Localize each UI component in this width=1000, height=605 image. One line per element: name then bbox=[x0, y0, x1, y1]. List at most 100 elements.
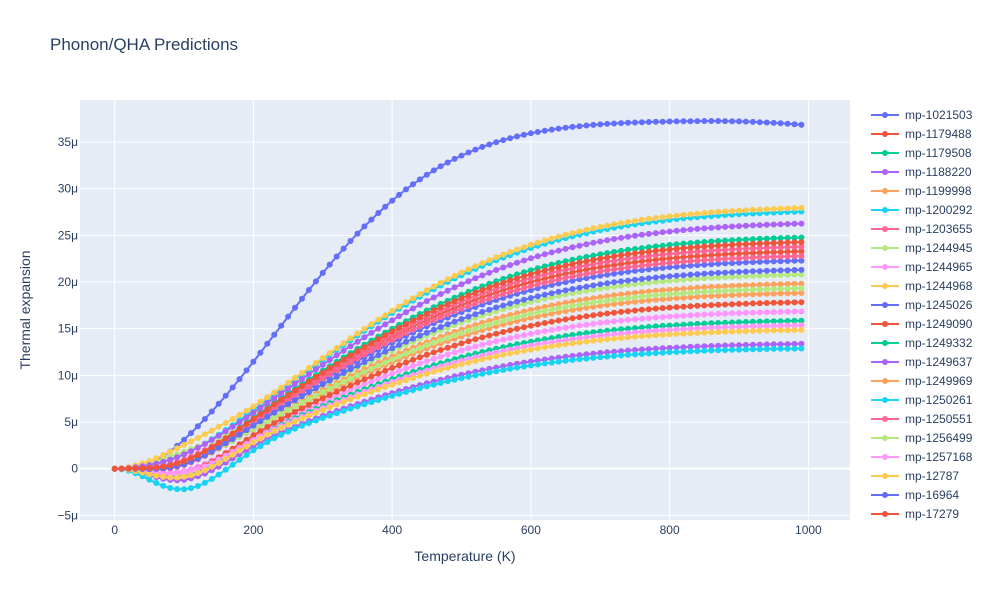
data-point bbox=[527, 241, 534, 248]
data-point bbox=[736, 223, 742, 230]
legend-item[interactable]: mp-1257168 bbox=[871, 450, 973, 464]
data-point bbox=[791, 234, 798, 241]
data-point bbox=[777, 249, 784, 255]
data-point bbox=[798, 280, 805, 287]
data-point bbox=[181, 473, 188, 480]
data-point bbox=[437, 163, 444, 170]
data-point bbox=[784, 290, 791, 297]
x-tick-label: 1000 bbox=[795, 523, 822, 537]
data-point bbox=[347, 405, 354, 412]
data-point bbox=[618, 282, 625, 289]
data-point bbox=[583, 258, 590, 265]
data-point bbox=[548, 355, 555, 362]
data-point bbox=[645, 332, 652, 339]
legend-item[interactable]: mp-1250261 bbox=[871, 393, 973, 407]
data-point bbox=[305, 420, 312, 427]
data-point bbox=[659, 229, 666, 236]
data-point bbox=[749, 309, 756, 316]
legend-label: mp-1249090 bbox=[905, 317, 973, 331]
legend-item[interactable]: mp-1179508 bbox=[871, 146, 972, 160]
data-point bbox=[569, 269, 576, 276]
data-point bbox=[188, 448, 194, 455]
data-point bbox=[791, 271, 798, 278]
data-point bbox=[756, 206, 763, 213]
data-point bbox=[583, 296, 590, 303]
data-point bbox=[486, 141, 493, 148]
series-line bbox=[114, 210, 802, 470]
data-point bbox=[645, 288, 652, 295]
data-point bbox=[292, 374, 298, 381]
series-line bbox=[114, 273, 802, 470]
data-point bbox=[423, 298, 430, 305]
data-point bbox=[798, 253, 805, 259]
data-point bbox=[472, 357, 479, 364]
data-point bbox=[423, 351, 430, 358]
data-point bbox=[375, 352, 382, 359]
data-point bbox=[756, 268, 763, 275]
data-point bbox=[798, 322, 805, 329]
data-point bbox=[555, 338, 562, 345]
data-point bbox=[222, 392, 229, 399]
data-point bbox=[708, 324, 715, 331]
data-point bbox=[756, 281, 763, 288]
data-point bbox=[625, 246, 631, 253]
data-point bbox=[638, 324, 645, 331]
legend-item[interactable]: mp-1244965 bbox=[871, 260, 973, 274]
data-point bbox=[680, 285, 687, 292]
data-point bbox=[333, 253, 340, 260]
legend-item[interactable]: mp-16964 bbox=[871, 488, 959, 502]
data-point bbox=[597, 311, 604, 318]
data-point bbox=[527, 362, 534, 369]
data-point bbox=[271, 428, 278, 435]
data-point bbox=[749, 118, 756, 125]
legend-label: mp-1188220 bbox=[905, 165, 972, 179]
data-point bbox=[791, 253, 798, 260]
data-point bbox=[708, 209, 715, 216]
data-point bbox=[500, 137, 507, 144]
legend-item[interactable]: mp-1188220 bbox=[871, 165, 972, 179]
data-point bbox=[188, 438, 194, 445]
data-point bbox=[576, 314, 583, 321]
data-point bbox=[611, 309, 618, 316]
legend-item[interactable]: mp-1249637 bbox=[871, 355, 973, 369]
data-point bbox=[729, 282, 736, 289]
legend-item[interactable]: mp-1021503 bbox=[871, 108, 973, 122]
x-tick-label: 800 bbox=[660, 523, 680, 537]
legend-item[interactable]: mp-1245026 bbox=[871, 298, 973, 312]
legend-item[interactable]: mp-1244945 bbox=[871, 241, 973, 255]
data-point bbox=[618, 308, 625, 315]
data-point bbox=[770, 290, 777, 297]
data-point bbox=[611, 236, 618, 242]
legend-item[interactable]: mp-12787 bbox=[871, 469, 959, 483]
data-point bbox=[798, 220, 805, 227]
data-point bbox=[555, 305, 562, 312]
legend-item[interactable]: mp-17279 bbox=[871, 507, 959, 521]
data-point bbox=[791, 340, 798, 347]
legend-item[interactable]: mp-1249090 bbox=[871, 317, 973, 331]
data-point bbox=[798, 271, 805, 278]
data-point bbox=[645, 244, 652, 251]
legend-item[interactable]: mp-1244968 bbox=[871, 279, 973, 293]
legend-item[interactable]: mp-1250551 bbox=[871, 412, 973, 426]
data-point bbox=[694, 262, 701, 269]
data-point bbox=[749, 282, 756, 289]
data-point bbox=[576, 259, 583, 266]
data-point bbox=[437, 380, 444, 386]
data-point bbox=[264, 394, 271, 401]
legend-item[interactable]: mp-1203655 bbox=[871, 222, 973, 236]
data-point bbox=[756, 291, 763, 297]
legend-item[interactable]: mp-1200292 bbox=[871, 203, 973, 217]
data-point bbox=[493, 139, 500, 146]
data-point bbox=[451, 332, 458, 339]
data-point bbox=[472, 372, 479, 379]
data-point bbox=[437, 314, 444, 321]
data-point bbox=[666, 286, 673, 293]
legend-item[interactable]: mp-1179488 bbox=[871, 127, 972, 141]
data-point bbox=[590, 350, 597, 357]
data-point bbox=[590, 282, 597, 289]
legend-item[interactable]: mp-1249969 bbox=[871, 374, 973, 388]
legend-item[interactable]: mp-1199998 bbox=[871, 184, 972, 198]
legend-item[interactable]: mp-1249332 bbox=[871, 336, 973, 350]
legend-item[interactable]: mp-1256499 bbox=[871, 431, 973, 445]
data-point bbox=[583, 266, 590, 273]
